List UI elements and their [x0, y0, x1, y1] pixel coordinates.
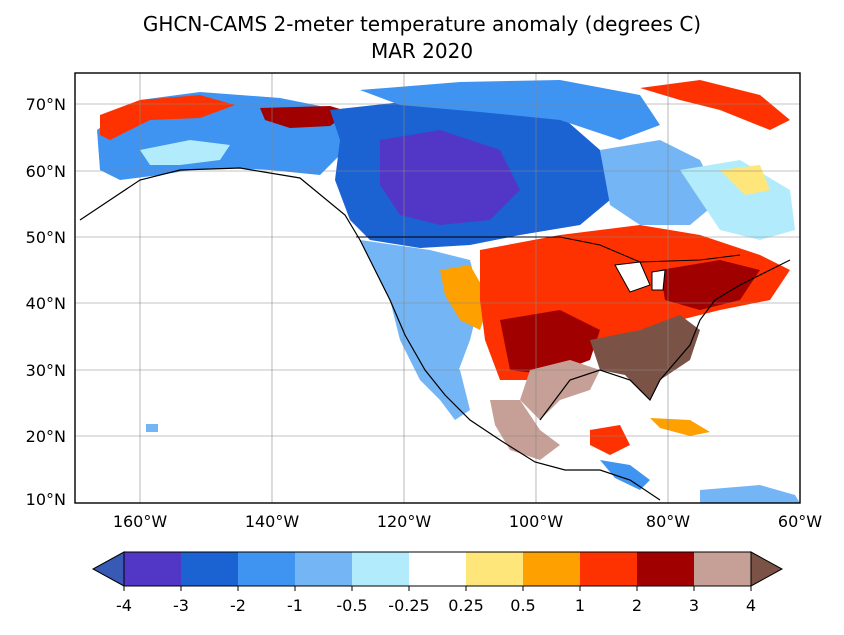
lat-tick-label: 50°N: [26, 228, 66, 247]
anomaly-region-beaufort-warm: [260, 106, 350, 128]
lat-tick-label: 70°N: [26, 95, 66, 114]
colorbar-tick-label: -4: [116, 596, 132, 615]
lon-tick-label: 120°W: [377, 512, 432, 531]
map-title: GHCN-CAMS 2-meter temperature anomaly (d…: [142, 12, 702, 36]
colorbar-segment: [181, 552, 239, 586]
anomaly-region-greenland-yellow: [720, 165, 770, 195]
colorbar-segment: [580, 552, 638, 586]
map-area: [75, 73, 800, 503]
anomaly-region-cuba: [650, 418, 710, 436]
longitude-axis: 160°W 140°W 120°W 100°W 80°W 60°W: [113, 512, 822, 531]
colorbar-segment: [124, 552, 182, 586]
colorbar-tick-label: 2: [632, 596, 642, 615]
anomaly-region-alaska-light: [140, 140, 230, 165]
colorbar-segment: [694, 552, 752, 586]
colorbar: -4 -3 -2 -1 -0.5 -0.25 0.25 0.5 1 2 3 4: [91, 551, 784, 615]
colorbar-segment: [238, 552, 296, 586]
lon-tick-label: 80°W: [646, 512, 690, 531]
colorbar-tick-label: 4: [746, 596, 756, 615]
anomaly-region-alaska-north-warm: [100, 95, 235, 140]
lat-tick-label: 20°N: [26, 427, 66, 446]
colorbar-segment: [466, 552, 524, 586]
anomaly-region-canada-arctic: [360, 80, 660, 140]
lat-tick-label: 10°N: [26, 490, 66, 509]
anomaly-region-hudson-light: [600, 140, 720, 225]
colorbar-tick-label: 0.25: [448, 596, 484, 615]
colorbar-over-arrow: [750, 551, 784, 587]
anomaly-region-venezuela: [700, 485, 800, 503]
anomaly-region-south-darkred: [500, 310, 600, 375]
lat-tick-label: 40°N: [26, 294, 66, 313]
anomaly-region-greenland-warm: [640, 80, 790, 130]
anomaly-region-canada-core: [380, 130, 520, 225]
lat-tick-label: 60°N: [26, 162, 66, 181]
lon-tick-label: 160°W: [113, 512, 168, 531]
coastline: [79, 167, 791, 501]
anomaly-region-yucatan-red: [590, 425, 630, 455]
border-us-canada: [356, 236, 741, 263]
colorbar-segment: [352, 552, 410, 586]
lon-tick-label: 140°W: [245, 512, 300, 531]
colorbar-tick-label: -0.5: [336, 596, 367, 615]
anomaly-region-northeast-darkred: [660, 260, 760, 310]
colorbar-tick-label: 0.5: [510, 596, 535, 615]
colorbar-segment: [295, 552, 353, 586]
colorbar-segment: [409, 552, 467, 586]
lat-tick-label: 30°N: [26, 361, 66, 380]
colorbar-segment: [637, 552, 695, 586]
anomaly-region-hawaii: [146, 424, 158, 432]
great-lakes: [614, 261, 666, 293]
colorbar-segment: [523, 552, 581, 586]
colorbar-frame: [123, 551, 752, 587]
colorbar-tick-label: 1: [575, 596, 585, 615]
colorbar-tick-label: -2: [230, 596, 246, 615]
colorbar-tick-label: -1: [287, 596, 303, 615]
anomaly-region-mexico-west: [420, 360, 470, 420]
lon-tick-label: 60°W: [778, 512, 822, 531]
map-frame: [74, 72, 801, 504]
map-subtitle-date: MAR 2020: [370, 39, 474, 63]
colorbar-tick-label: -3: [173, 596, 189, 615]
anomaly-region-gulf-tan: [520, 360, 600, 420]
anomaly-region-central-america: [600, 460, 650, 490]
colorbar-under-arrow: [91, 551, 125, 587]
anomaly-region-southeast-brown: [590, 315, 700, 400]
latitude-axis: 10°N 20°N 30°N 40°N 50°N 60°N 70°N: [26, 95, 66, 509]
anomaly-region-southwest-yellow: [440, 265, 490, 330]
lon-tick-label: 100°W: [509, 512, 564, 531]
anomaly-region-quebec-light: [680, 160, 795, 240]
colorbar-tick-label: -0.25: [388, 596, 429, 615]
colorbar-tick-label: 3: [689, 596, 699, 615]
